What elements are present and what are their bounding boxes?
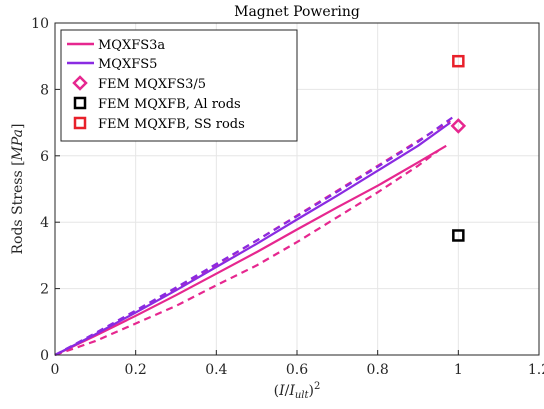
points-layer [450,54,467,242]
legend-label-mqxfs3a: MQXFS3a [98,38,165,53]
y-tick-label: 8 [40,82,49,98]
legend: MQXFS3a MQXFS5 FEM MQXFS3/5 FEM MQXFB, A… [60,29,298,142]
series-line-4 [54,116,453,356]
legend-label-fem-mqxfs3-5: FEM MQXFS3/5 [98,77,206,92]
chart-title: Magnet Powering [234,4,360,20]
legend-label-fem-mqxfb-al: FEM MQXFB, Al rods [98,97,241,112]
series-line-3 [54,121,451,356]
legend-label-mqxfs5: MQXFS5 [98,57,157,72]
y-ticks: 0 2 4 6 8 10 [31,16,60,364]
point-marker-0 [450,118,467,134]
x-tick-label: 0.2 [125,362,147,378]
x-tick-label: 1 [454,362,463,378]
series-line-1 [54,149,439,357]
y-tick-label: 4 [40,215,49,231]
x-tick-label: 0.4 [205,362,227,378]
y-tick-label: 10 [31,16,49,32]
y-tick-label: 0 [40,348,49,364]
y-tick-label: 2 [40,282,49,298]
x-axis-label: (I/Iult)2 [274,381,321,401]
y-axis-label: Rods Stress [MPa] [10,124,26,255]
x-ticks: 0 0.2 0.4 0.6 0.8 1 1.2 [51,350,544,378]
legend-marker-fem-mqxfs3-5 [72,75,88,91]
point-marker-1 [452,229,465,242]
x-tick-label: 0 [51,362,60,378]
legend-label-fem-mqxfb-ss: FEM MQXFB, SS rods [98,117,245,132]
legend-marker-fem-mqxfb-ss [73,116,87,130]
x-tick-label: 1.2 [528,362,544,378]
y-tick-label: 6 [40,149,49,165]
series-layer [54,116,453,357]
series-line-0 [54,144,447,356]
x-tick-label: 0.6 [286,362,308,378]
point-marker-2 [452,54,465,68]
x-tick-label: 0.8 [367,362,389,378]
legend-marker-fem-mqxfb-al [73,96,87,110]
legend-box [60,29,298,142]
